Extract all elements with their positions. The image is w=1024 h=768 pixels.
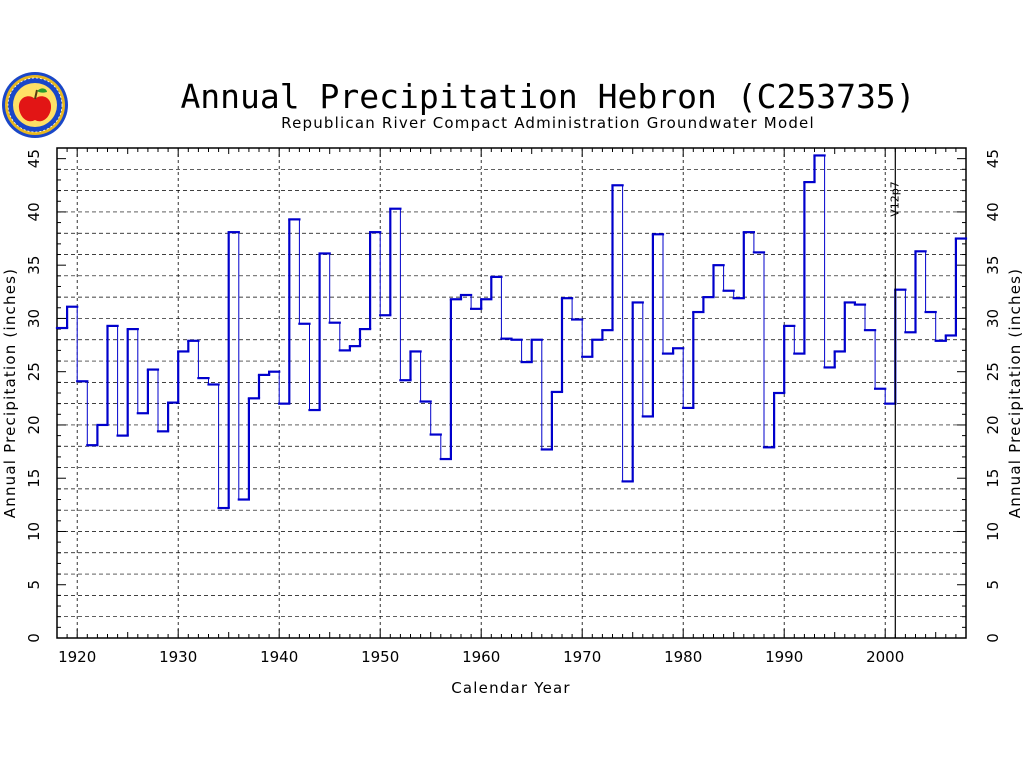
x-tick-label: 2000	[866, 648, 904, 666]
annotation-label: V12p7	[888, 181, 901, 217]
y-tick-label-right: 20	[984, 415, 1002, 434]
y-tick-label-right: 45	[984, 149, 1002, 168]
x-tick-label: 1940	[260, 648, 298, 666]
grid-lines	[57, 147, 966, 638]
x-tick-label: 1980	[664, 648, 702, 666]
y-tick-label: 45	[25, 149, 43, 168]
y-tick-label: 15	[25, 469, 43, 488]
y-tick-label: 0	[25, 633, 43, 643]
series-group	[55, 154, 968, 510]
x-tick-labels: 1920 1930 1940 1950 1960 1970 1980 1990 2000	[58, 648, 904, 666]
y-tick-label-right: 15	[984, 469, 1002, 488]
y-tick-label: 20	[25, 415, 43, 434]
y-tick-label-right: 5	[984, 580, 1002, 590]
y-tick-label: 35	[25, 256, 43, 275]
apple-seal-logo	[2, 72, 68, 138]
x-axis-title: Calendar Year	[451, 679, 571, 697]
y-tick-label: 40	[25, 202, 43, 221]
plot-frame	[56, 147, 967, 639]
y-tick-label-right: 30	[984, 309, 1002, 328]
y-tick-label-right: 25	[984, 362, 1002, 381]
y-tick-labels-right: 0 5 10 15 20 25 30 35 40 45	[984, 149, 1002, 643]
y-tick-label: 25	[25, 362, 43, 381]
axis-ticks	[56, 147, 967, 639]
y-tick-label-right: 10	[984, 522, 1002, 541]
x-tick-label: 1920	[58, 648, 96, 666]
annotation-group: V12p7	[888, 148, 901, 638]
x-tick-label: 1990	[765, 648, 803, 666]
x-tick-label: 1970	[563, 648, 601, 666]
y-tick-label: 10	[25, 522, 43, 541]
chart-subtitle: Republican River Compact Administration …	[281, 114, 815, 132]
y-tick-label-right: 35	[984, 256, 1002, 275]
x-tick-label: 1960	[462, 648, 500, 666]
y-tick-labels-left: 0 5 10 15 20 25 30 35 40 45	[25, 149, 43, 643]
y-axis-title-left: Annual Precipitation (inches)	[1, 268, 19, 518]
x-tick-label: 1930	[159, 648, 197, 666]
x-tick-label: 1950	[361, 648, 399, 666]
y-axis-title-right: Annual Precipitation (inches)	[1006, 268, 1024, 518]
chart-title: Annual Precipitation Hebron (C253735)	[180, 77, 915, 116]
y-tick-label: 5	[25, 580, 43, 590]
y-tick-label-right: 0	[984, 633, 1002, 643]
y-tick-label-right: 40	[984, 202, 1002, 221]
apple-icon	[18, 96, 52, 122]
y-tick-label: 30	[25, 309, 43, 328]
